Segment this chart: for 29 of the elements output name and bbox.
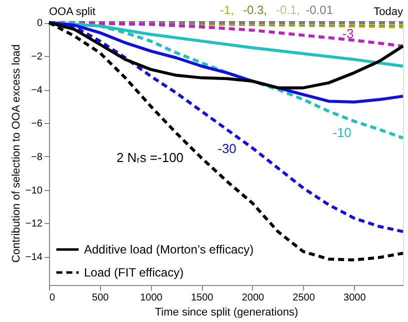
y-tick-label: −10	[26, 185, 43, 196]
y-tick-label: −8	[31, 152, 43, 163]
series-label: -3	[342, 26, 354, 41]
y-tick-label: −6	[31, 118, 43, 130]
text: Today	[374, 6, 404, 18]
y-axis-title: Contribution of selection to OOA excess load	[10, 44, 23, 263]
series-label: -30	[218, 141, 236, 156]
x-tick-label: 1000	[140, 292, 163, 304]
y-tick-label: −4	[31, 85, 43, 96]
series-label: -0.1,	[276, 3, 300, 17]
y-tick-label: −2	[31, 52, 43, 63]
series-label: -10	[332, 125, 352, 140]
legend-label: Load (FIT efficacy)	[84, 266, 184, 280]
series-label: -0.3,	[242, 3, 267, 17]
y-tick-label: −12	[26, 218, 43, 230]
x-tick-label: 500	[92, 292, 110, 304]
annotation: 2 Nᵣs =-100	[116, 150, 184, 165]
x-tick-label: 2000	[242, 292, 265, 304]
text: OOA split	[49, 6, 96, 18]
x-tick-label: 3000	[344, 292, 366, 304]
series-label: -1,	[220, 3, 234, 17]
x-tick-label: 1500	[190, 292, 214, 304]
series-label: -0.01	[306, 3, 334, 17]
y-tick-label: 0	[36, 18, 43, 30]
x-tick-label: 2500	[292, 292, 316, 304]
x-axis-title: Time since split (generations)	[154, 306, 298, 318]
y-tick-label: −14	[26, 252, 43, 264]
x-tick-label: 0	[50, 292, 56, 304]
legend-label: Additive load (Morton’s efficacy)	[84, 242, 254, 256]
